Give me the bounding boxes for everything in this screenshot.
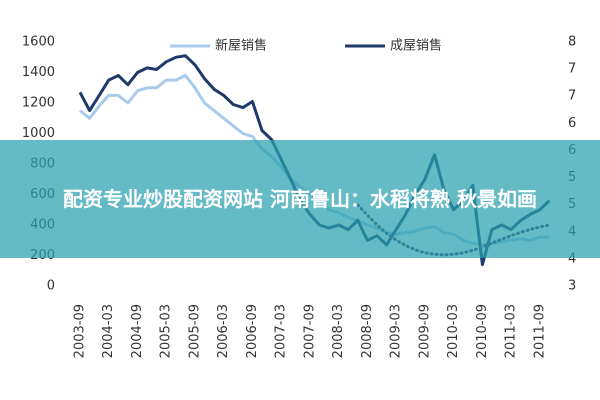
x-tick-label: 2008-09	[360, 304, 375, 358]
y2-tick-label: 6	[568, 116, 576, 131]
y-tick-label: 1000	[22, 126, 55, 141]
x-tick-label: 2003-09	[73, 304, 88, 358]
y2-tick-label: 4	[568, 251, 576, 266]
y2-tick-label: 7	[568, 62, 576, 77]
legend-label: 成屋销售	[390, 38, 442, 54]
x-tick-label: 2006-09	[245, 304, 260, 358]
x-tick-label: 2011-03	[504, 304, 519, 358]
x-tick-label: 2006-03	[216, 304, 231, 358]
legend-label: 新屋销售	[215, 38, 267, 54]
x-tick-label: 2007-09	[302, 304, 317, 358]
x-tick-label: 2010-03	[446, 304, 461, 358]
banner[interactable]: 配资专业炒股配资网站 河南鲁山：水稻将熟 秋景如画	[0, 140, 600, 258]
y2-tick-label: 3	[568, 279, 576, 294]
x-tick-label: 2005-03	[159, 304, 174, 358]
x-tick-label: 2004-03	[101, 304, 116, 358]
x-tick-label: 2008-03	[331, 304, 346, 358]
x-tick-label: 2005-09	[187, 304, 202, 358]
x-tick-label: 2011-09	[532, 304, 547, 358]
x-tick-label: 2009-09	[417, 304, 432, 358]
banner-text[interactable]: 配资专业炒股配资网站 河南鲁山：水稻将熟 秋景如画	[63, 187, 537, 211]
y-tick-label: 1600	[22, 35, 55, 50]
x-tick-label: 2009-03	[389, 304, 404, 358]
x-tick-label: 2007-03	[274, 304, 289, 358]
y-tick-label: 0	[47, 279, 55, 294]
x-tick-label: 2010-09	[475, 304, 490, 358]
y2-tick-label: 7	[568, 89, 576, 104]
y2-tick-label: 8	[568, 35, 576, 50]
y-tick-label: 1400	[22, 65, 55, 80]
y-tick-label: 1200	[22, 96, 55, 111]
x-tick-label: 2004-09	[130, 304, 145, 358]
